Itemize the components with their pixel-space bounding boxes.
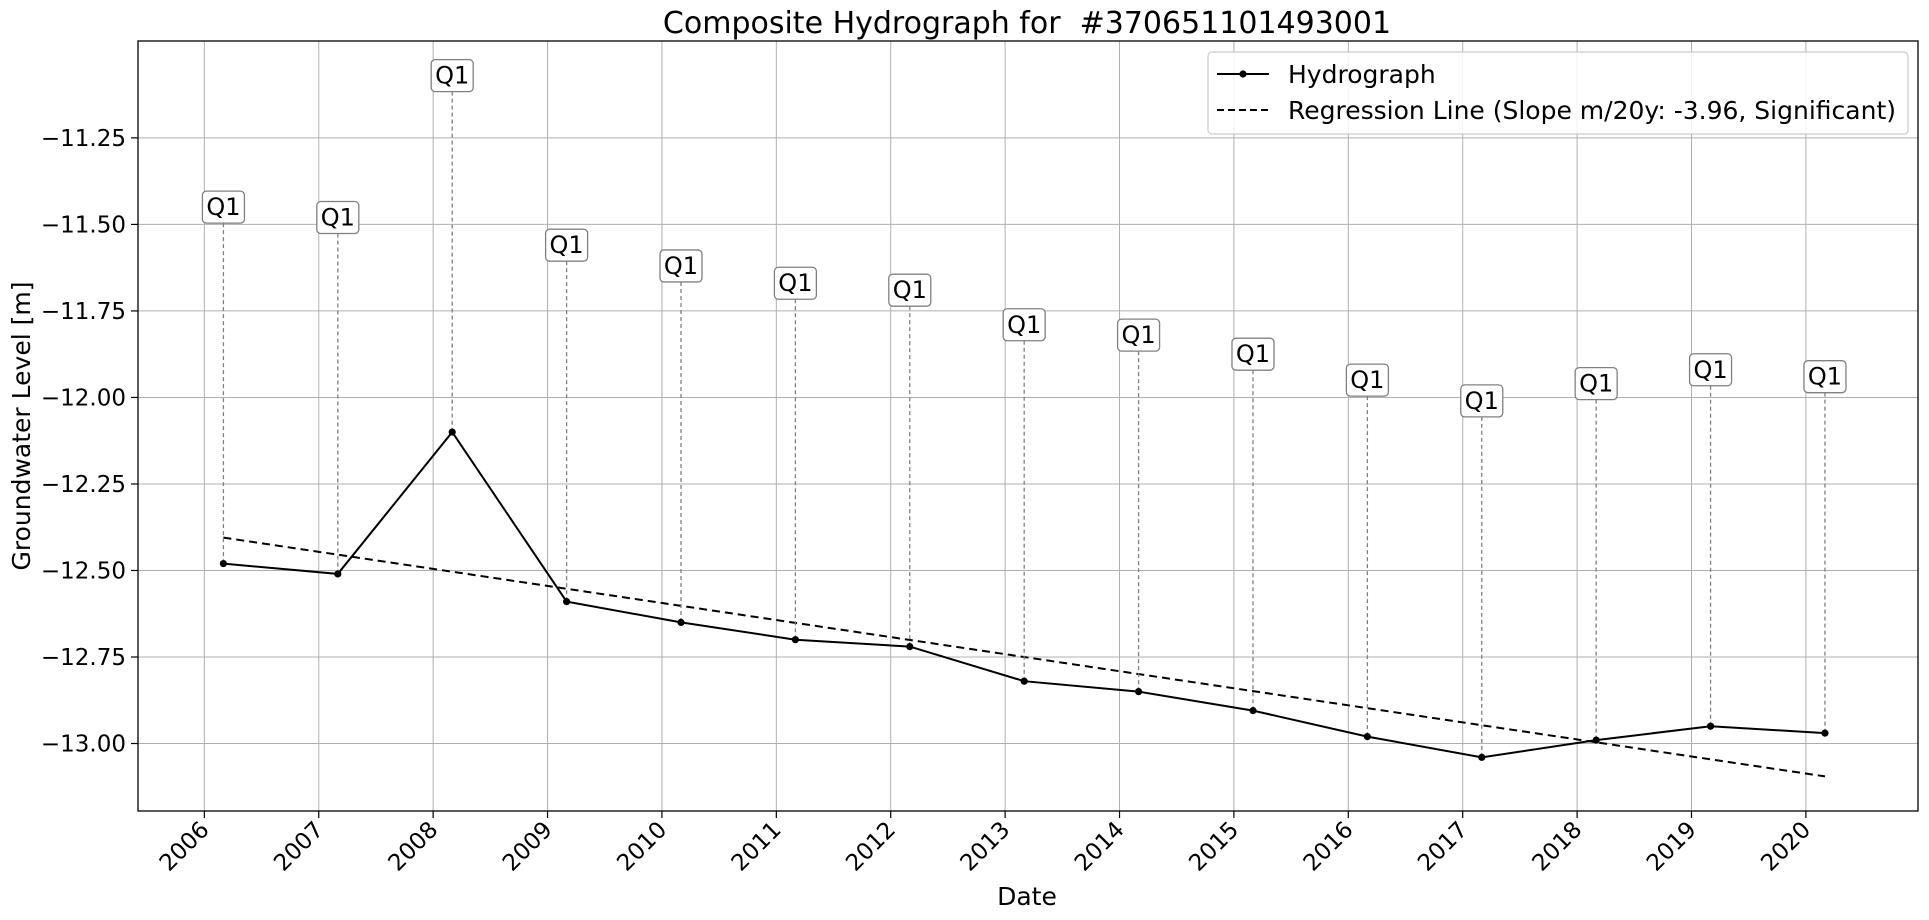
annotation-box [316, 200, 360, 235]
y-tick-label: −13.00 [41, 732, 126, 758]
hydrograph-point [334, 570, 342, 578]
annotation-box [1460, 384, 1504, 418]
annotation-box [659, 249, 703, 283]
y-tick-label: −11.50 [41, 212, 126, 238]
annotation-label: Q1 [550, 231, 584, 259]
hydrograph-point [563, 598, 571, 606]
annotation-label: Q1 [1808, 363, 1842, 391]
hydrograph-point [1706, 722, 1715, 730]
hydrograph-point [906, 643, 914, 651]
annotation-label: Q1 [664, 252, 698, 280]
annotation-box [1002, 308, 1046, 342]
legend-hydrograph-marker [1239, 70, 1247, 78]
annotation-label: Q1 [321, 203, 355, 231]
annotation-label: Q1 [1693, 356, 1727, 384]
chart-legend: Hydrograph Regression Line (Slope m/20y:… [1207, 51, 1909, 135]
annotation-label: Q1 [1007, 311, 1041, 339]
annotation-box [1345, 363, 1390, 397]
annotation-label: Q1 [1121, 321, 1155, 349]
hydrograph-point [791, 636, 799, 644]
y-tick-label: −12.50 [41, 558, 126, 584]
plot-area-frame [137, 40, 1919, 812]
hydrograph-point [1363, 732, 1371, 741]
annotation-label: Q1 [778, 269, 812, 297]
hydrograph-point [677, 618, 685, 626]
hydrograph-point [1134, 688, 1143, 696]
y-axis-ticks: −11.25 −11.50 −11.75 −12.00 −12.25 −12.50 −12.… [41, 126, 138, 758]
annotation-label: Q1 [1236, 340, 1270, 368]
annotation-box [1116, 318, 1161, 352]
annotation-box [1688, 353, 1733, 387]
annotation-box [888, 273, 932, 307]
y-tick-label: −11.75 [41, 299, 126, 325]
annotation-label: Q1 [1465, 387, 1499, 415]
annotation-label: Q1 [435, 62, 469, 90]
annotation-box [544, 228, 589, 262]
chart-title: Composite Hydrograph for #37065110149300… [663, 6, 1391, 41]
hydrograph-point [1249, 707, 1257, 715]
annotation-box [430, 58, 474, 93]
annotation-box [1231, 337, 1275, 371]
y-tick-label: −12.75 [41, 645, 126, 671]
hydrograph-point [1592, 736, 1600, 744]
hydrograph-point [1020, 677, 1028, 685]
y-axis-label: Groundwater Level [m] [7, 282, 36, 571]
annotation-box [1574, 366, 1618, 401]
hydrograph-point [1478, 753, 1486, 761]
annotation-box [201, 190, 246, 224]
annotation-label: Q1 [893, 276, 927, 304]
annotation-box [1803, 360, 1847, 394]
hydrograph-point [1821, 729, 1829, 737]
hydrograph-point [219, 559, 228, 568]
legend-regression-label: Regression Line (Slope m/20y: -3.96, Sig… [1288, 96, 1896, 125]
y-tick-label: −12.00 [41, 385, 126, 411]
y-tick-label: −11.25 [41, 126, 126, 152]
hydrograph-point [448, 428, 456, 436]
annotation-box [773, 266, 818, 300]
annotation-layer: Q1 Q1 Q1 Q1 Q1 Q1 Q1 Q1 Q1 Q1 Q1 Q1 Q1 Q1 Q1 [201, 58, 1847, 758]
annotation-label: Q1 [206, 193, 240, 221]
x-axis-label: Date [997, 882, 1057, 911]
hydrograph-layer [219, 428, 1829, 761]
annotation-label: Q1 [1350, 366, 1384, 394]
y-tick-label: −12.25 [41, 472, 126, 498]
legend-hydrograph-label: Hydrograph [1288, 60, 1436, 89]
annotation-label: Q1 [1579, 370, 1613, 398]
legend-box [1207, 51, 1909, 135]
